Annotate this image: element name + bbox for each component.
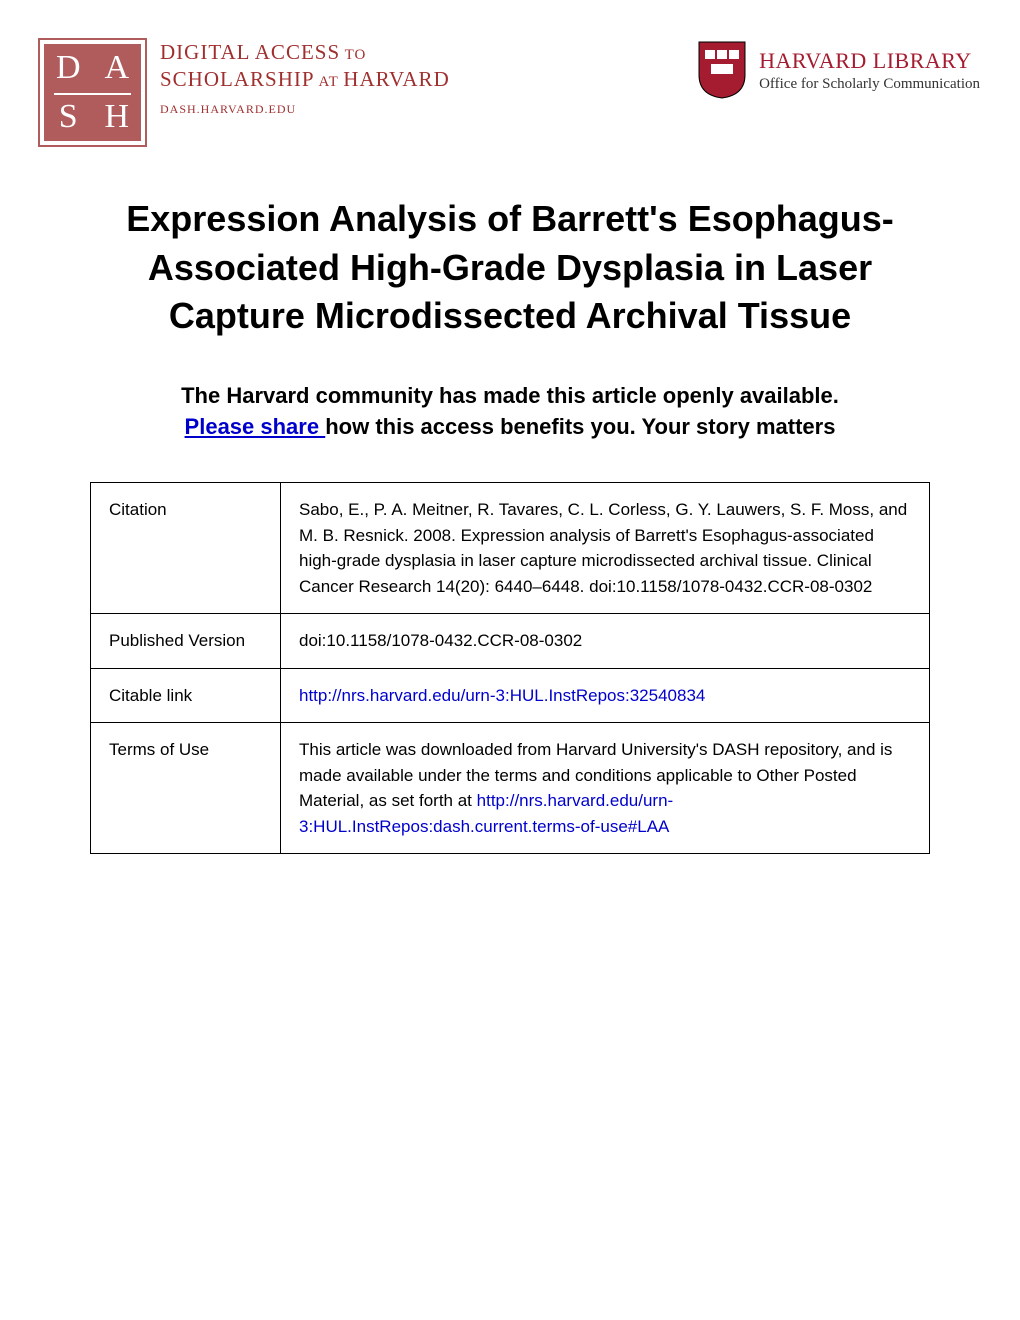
- harvard-library-branding: HARVARD LIBRARY Office for Scholarly Com…: [697, 40, 980, 100]
- dash-tagline-1: DIGITAL ACCESS TO: [160, 40, 450, 65]
- citable-link-label: Citable link: [91, 668, 281, 723]
- dash-logo-icon: D A S H: [40, 40, 145, 145]
- metadata-table: Citation Sabo, E., P. A. Meitner, R. Tav…: [90, 482, 930, 854]
- citation-value: Sabo, E., P. A. Meitner, R. Tavares, C. …: [281, 483, 930, 614]
- citation-label: Citation: [91, 483, 281, 614]
- dash-letter-h: H: [104, 98, 129, 136]
- table-row-terms-of-use: Terms of Use This article was downloaded…: [91, 723, 930, 854]
- published-version-label: Published Version: [91, 614, 281, 669]
- open-access-statement: The Harvard community has made this arti…: [170, 381, 850, 443]
- citable-link-url[interactable]: http://nrs.harvard.edu/urn-3:HUL.InstRep…: [299, 686, 705, 705]
- dash-tagline-2: SCHOLARSHIP AT HARVARD: [160, 67, 450, 92]
- harvard-library-subtitle: Office for Scholarly Communication: [759, 76, 980, 93]
- harvard-library-title: HARVARD LIBRARY: [759, 48, 980, 74]
- article-title: Expression Analysis of Barrett's Esophag…: [120, 195, 900, 341]
- dash-letter-a: A: [104, 49, 129, 87]
- dash-url: DASH.HARVARD.EDU: [160, 102, 450, 117]
- dash-letter-s: S: [59, 98, 78, 136]
- harvard-text-block: HARVARD LIBRARY Office for Scholarly Com…: [759, 48, 980, 93]
- table-row-citable-link: Citable link http://nrs.harvard.edu/urn-…: [91, 668, 930, 723]
- dash-letter-d: D: [56, 49, 81, 87]
- page-header: D A S H DIGITAL ACCESS TO SCHOLARSHIP AT…: [40, 40, 980, 145]
- citable-link-value: http://nrs.harvard.edu/urn-3:HUL.InstRep…: [281, 668, 930, 723]
- published-version-value: doi:10.1158/1078-0432.CCR-08-0302: [281, 614, 930, 669]
- table-row-published-version: Published Version doi:10.1158/1078-0432.…: [91, 614, 930, 669]
- terms-value: This article was downloaded from Harvard…: [281, 723, 930, 854]
- table-row-citation: Citation Sabo, E., P. A. Meitner, R. Tav…: [91, 483, 930, 614]
- harvard-shield-icon: [697, 40, 747, 100]
- terms-label: Terms of Use: [91, 723, 281, 854]
- dash-branding: D A S H DIGITAL ACCESS TO SCHOLARSHIP AT…: [40, 40, 450, 145]
- dash-text-block: DIGITAL ACCESS TO SCHOLARSHIP AT HARVARD…: [160, 40, 450, 117]
- please-share-link[interactable]: Please share: [185, 414, 326, 439]
